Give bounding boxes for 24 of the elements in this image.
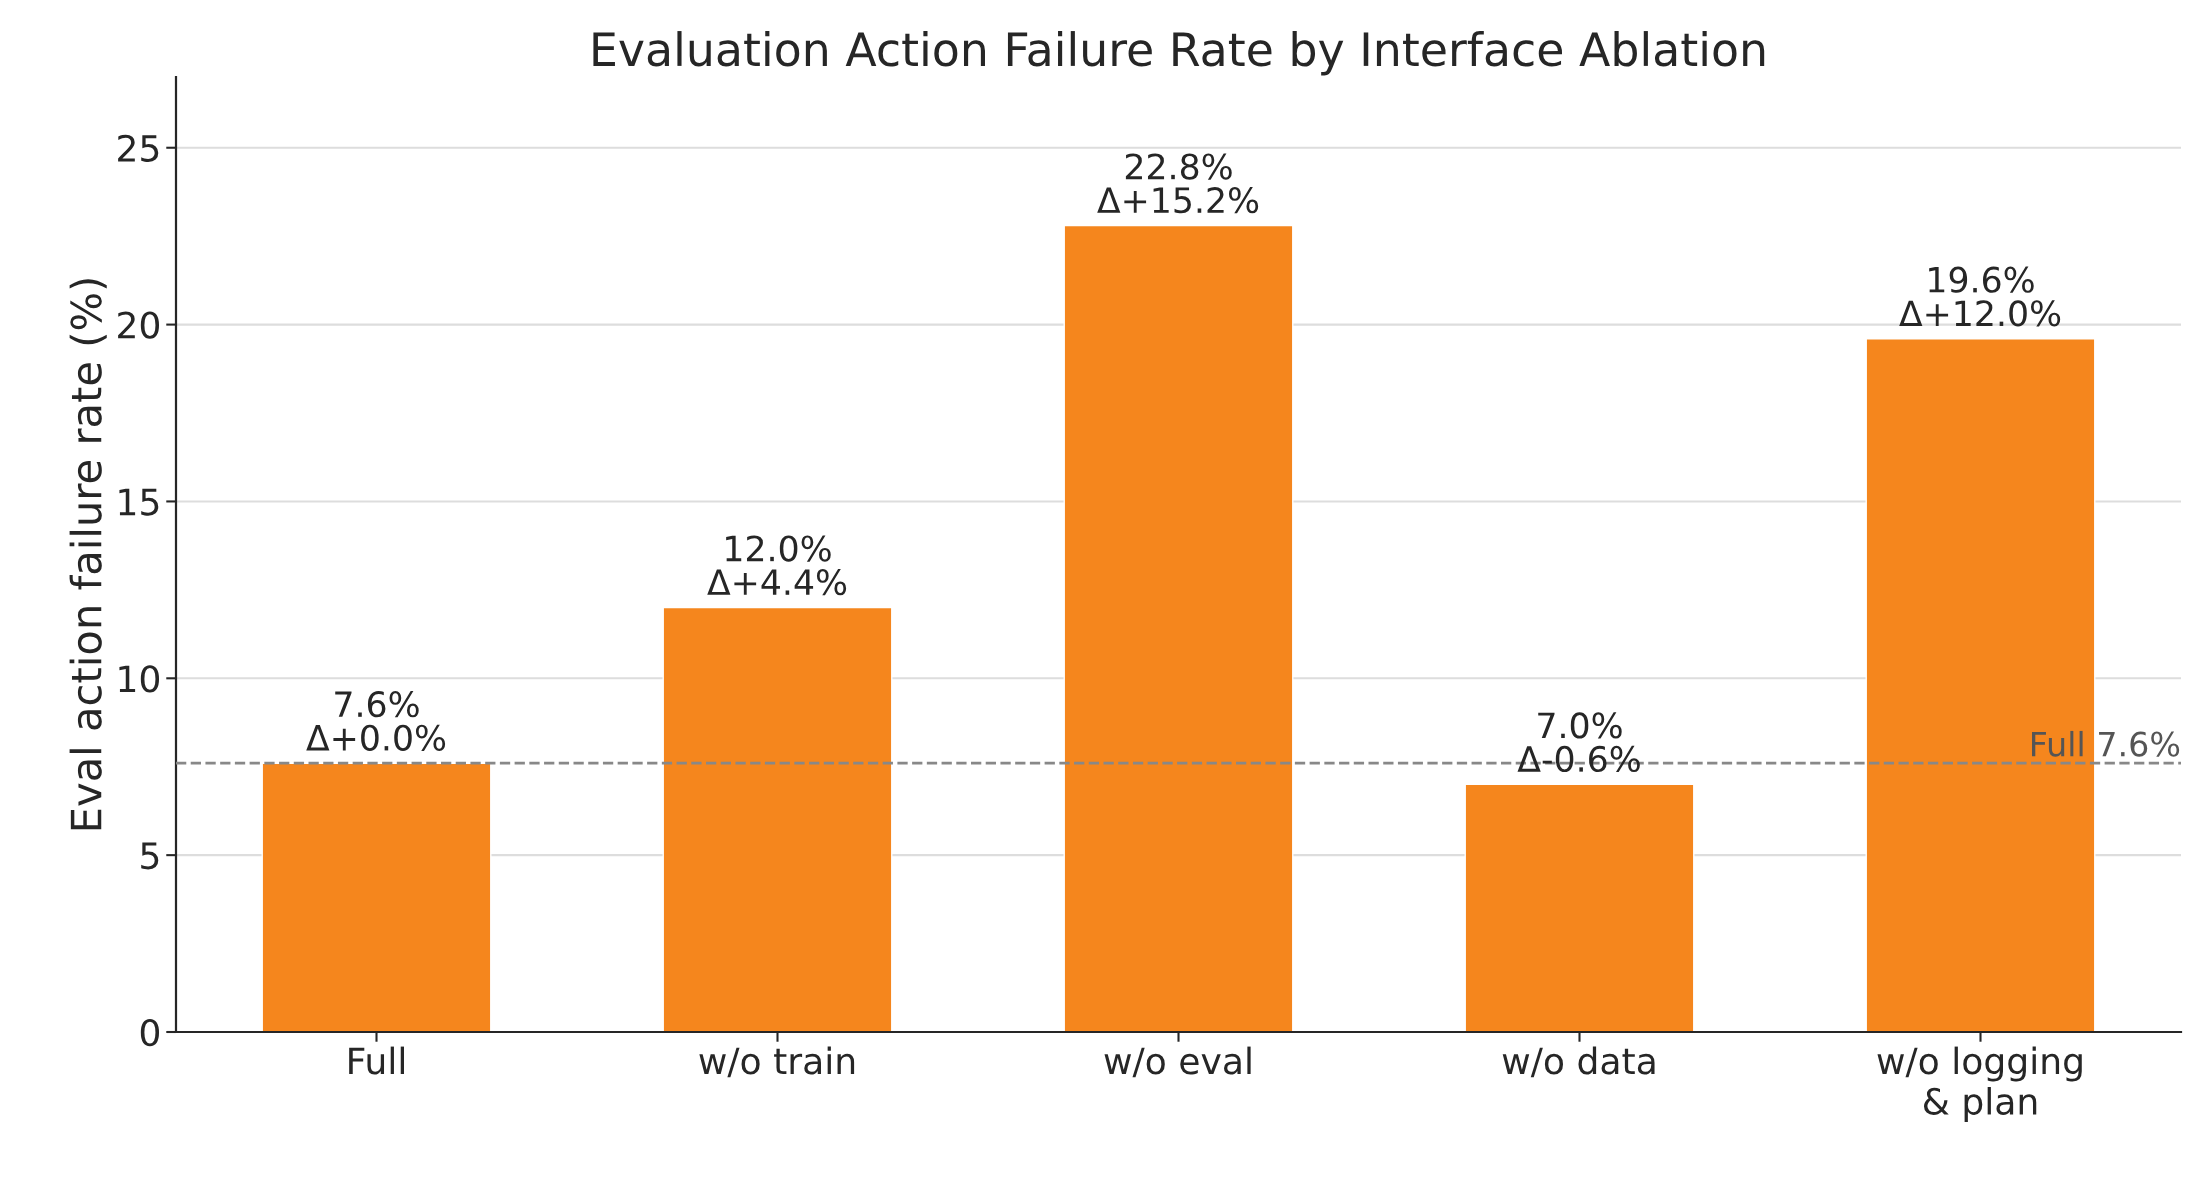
y-tick-label: 20 xyxy=(118,311,160,339)
y-tick-label: 15 xyxy=(119,488,159,516)
chart-title: Evaluation Action Failure Rate by Interface Ablation xyxy=(593,31,1765,76)
data-label: 12.0% Δ+4.4% xyxy=(707,535,847,596)
x-tick-label: w/o train xyxy=(699,1046,855,1078)
x-tick-label: w/o data xyxy=(1502,1046,1655,1078)
data-label: 7.6% Δ+0.0% xyxy=(306,691,446,751)
data-label: 22.8% Δ+15.2% xyxy=(1097,153,1259,214)
y-tick-label: 5 xyxy=(141,842,159,870)
data-label: 19.6% Δ+12.0% xyxy=(1899,266,2061,327)
bar xyxy=(1464,783,1695,1032)
y-tick-label: 10 xyxy=(119,665,160,693)
ref-line-label: Full 7.6% xyxy=(2032,730,2180,757)
bar xyxy=(662,606,893,1032)
y-axis-title: Eval action failure rate (%) xyxy=(69,279,107,830)
x-tick-label: w/o eval xyxy=(1104,1046,1251,1078)
y-tick-label: 25 xyxy=(118,134,159,162)
bar xyxy=(261,762,492,1032)
bar xyxy=(1865,338,2096,1032)
x-tick-label: Full xyxy=(349,1046,404,1075)
bar xyxy=(1063,224,1294,1032)
y-tick-label: 0 xyxy=(140,1018,160,1047)
x-tick-label: w/o logging & plan xyxy=(1877,1046,2082,1122)
data-label: 7.0% Δ-0.6% xyxy=(1517,712,1640,773)
